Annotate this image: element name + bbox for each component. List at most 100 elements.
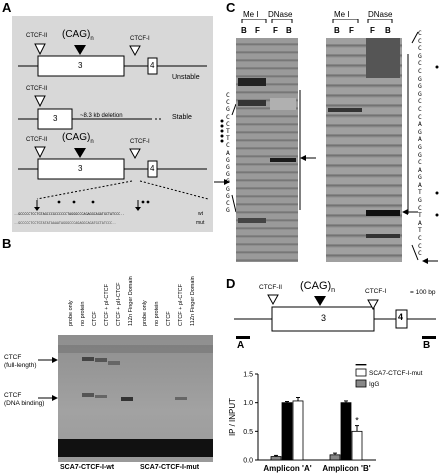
lane-B: B — [286, 26, 292, 35]
footprint-header-mei-right: Me I — [334, 10, 350, 19]
d-amplicon-a-label: A — [237, 340, 245, 351]
chip-bar-chart: 0.0 0.5 1.0 1.5 IP / INPUT Amplicon 'A' * Ampli… — [228, 364, 423, 473]
footprint-arrow-bottom-icon — [422, 258, 438, 264]
lane-label: probe only — [142, 300, 148, 326]
lane-label: 11Zn Finger Domain — [190, 276, 196, 326]
panel-b-label: B — [2, 236, 12, 251]
cag-repeat-icon — [314, 296, 326, 306]
lane-label: CTCF + pI-CTCF — [104, 283, 110, 326]
footprint-bar-left — [299, 90, 301, 210]
legend-label: SCA7-CTCF-I-mut — [369, 370, 423, 377]
lane-label: no protein — [154, 301, 160, 326]
footprint-gel-left — [236, 38, 298, 262]
footprint-brackets — [241, 19, 393, 23]
panel-c-label: C — [226, 0, 236, 15]
bar — [329, 454, 341, 461]
lane-label: CTCF + pII-CTCF — [116, 282, 122, 326]
cag-repeat-icon — [74, 148, 86, 158]
emsa-gel — [58, 335, 213, 462]
deletion-label: ~8.3 kb deletion — [80, 113, 123, 119]
lane-B: B — [241, 26, 247, 35]
d-exon-3-label: 3 — [321, 313, 327, 323]
sequence-wt: ..GCCCCCTCCTGTAGCCCGCCCCCCTAGGGCCCAGAGGC… — [14, 212, 125, 216]
bar — [340, 402, 352, 461]
ctcf1-label: CTCF-I — [130, 139, 150, 145]
ctcf2-label: CTCF-II — [26, 33, 48, 39]
status-stable: Stable — [172, 114, 192, 121]
panel-d-schematic — [234, 294, 436, 339]
lane-B: B — [334, 26, 340, 35]
amplicon-b-bar — [422, 336, 436, 339]
ctcf1-site-icon — [367, 299, 379, 311]
footprint-annotation-right — [407, 31, 439, 261]
exon-4-label: 4 — [150, 164, 155, 173]
significance-marker: * — [355, 416, 359, 426]
lane-label: CTCF — [166, 311, 172, 326]
legend-swatch — [355, 379, 367, 388]
lane-label: 11Zn Finger Domain — [128, 276, 134, 326]
footprint-arrow-center-icon — [300, 155, 316, 161]
legend-swatch — [355, 364, 367, 366]
ctcf1-site-icon — [129, 148, 141, 160]
gel-group-label-mut: SCA7-CTCF-I-mut — [140, 464, 200, 471]
bar — [270, 456, 282, 461]
footprint-sequence-right: CCCGCCGGGCCCAGAGGCAGATGCTATCCC — [418, 30, 422, 258]
y-tick-label: 1.5 — [243, 372, 253, 379]
ctcf2-site-icon — [267, 294, 279, 306]
x-category-label: Amplicon 'A' — [263, 464, 311, 473]
cag-repeat-icon — [74, 45, 86, 55]
lane-B: B — [385, 26, 391, 35]
band-arrow-full-length — [38, 357, 58, 363]
footprint-header-mei-left: Me I — [243, 10, 259, 19]
y-tick-label: 1.0 — [243, 400, 253, 407]
lane-label: probe only — [68, 300, 74, 326]
y-axis-label: IP / INPUT — [228, 398, 237, 436]
status-unstable: Unstable — [172, 74, 200, 81]
x-category-label: Amplicon 'B' — [322, 464, 370, 473]
band-label-dna-binding: CTCF (DNA binding) — [4, 392, 45, 407]
legend-swatch — [355, 368, 367, 377]
exon-4-label: 4 — [150, 61, 155, 70]
sequence-mut-tag: mut — [196, 220, 205, 226]
exon-3-label: 3 — [53, 114, 58, 123]
footprint-gel-right — [326, 38, 402, 262]
d-ctcf2-label: CTCF-II — [259, 284, 283, 291]
ctcf2-site-icon — [34, 95, 46, 108]
lane-label: CTCF — [92, 311, 98, 326]
panel-b-lane-labels: probe only no protein CTCF CTCF + pI-CTC… — [60, 236, 210, 336]
cag-repeat-label: (CAG)n — [62, 29, 94, 42]
panel-a: CTCF-II (CAG)n CTCF-I 3 4 Unstable CTCF-… — [12, 16, 213, 232]
footprint-header-dnase-right: DNase — [368, 10, 393, 19]
bar — [351, 430, 363, 461]
panel-a-schematic — [18, 43, 209, 211]
ctcf1-label: CTCF-I — [130, 36, 150, 42]
ctcf2-site-icon — [34, 146, 46, 159]
ctcf1-site-icon — [129, 45, 141, 57]
d-cag-repeat-label: (CAG)n — [300, 280, 336, 295]
y-tick-label: 0.0 — [243, 458, 253, 465]
ctcf2-label: CTCF-II — [26, 137, 48, 143]
bar — [292, 400, 304, 461]
footprint-arrow-right-icon — [402, 209, 418, 215]
lane-F: F — [273, 26, 278, 35]
legend-label: SCA7-CTCF-I-wt — [369, 364, 418, 366]
lane-label: CTCF + pI-CTCF — [178, 283, 184, 326]
sequence-mut: ..GCCCCCTCCTGTATATAAAATAGGGCCCAGAGGCAGAT… — [14, 221, 117, 225]
ctcf2-label: CTCF-II — [26, 86, 48, 92]
d-amplicon-b-label: B — [423, 340, 431, 351]
ctcf2-site-icon — [34, 43, 46, 56]
band-arrow-dna-binding — [38, 395, 58, 401]
lane-label: no protein — [80, 301, 86, 326]
lane-F: F — [370, 26, 375, 35]
footprint-header-dnase-left: DNase — [268, 10, 293, 19]
d-ctcf1-label: CTCF-I — [365, 288, 387, 295]
bar — [281, 402, 293, 461]
d-exon-4-label: 4 — [398, 312, 404, 322]
lane-F: F — [255, 26, 260, 35]
footprint-annotation-left — [220, 103, 236, 213]
amplicon-a-bar — [236, 336, 250, 339]
exon-3-label: 3 — [78, 61, 83, 70]
legend-label: IgG — [369, 381, 379, 388]
exon-3-label: 3 — [78, 164, 83, 173]
footprint-arrow-left-icon — [214, 179, 230, 185]
